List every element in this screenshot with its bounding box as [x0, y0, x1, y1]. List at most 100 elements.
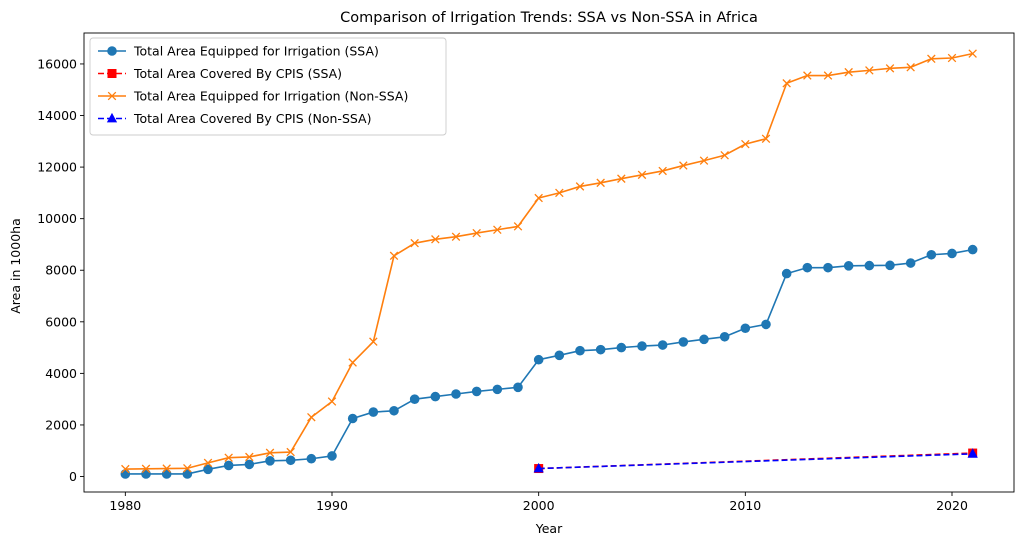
- data-point-series-1-2005: [637, 341, 647, 351]
- y-tick-label-16000: 16000: [37, 56, 77, 71]
- data-point-series-3-1992: [369, 337, 378, 346]
- data-point-series-1-2014: [823, 262, 833, 273]
- data-point-series-3-2007: [679, 161, 688, 170]
- data-point-series-1-1989: [306, 453, 317, 464]
- data-point-series-1-1998: [492, 384, 503, 395]
- data-point-series-3-2005: [637, 170, 647, 180]
- data-point-series-3-2012: [782, 79, 791, 88]
- data-point-series-3-2017: [885, 64, 895, 73]
- data-point-series-3-1991: [348, 358, 357, 367]
- data-point-series-3-2004: [617, 174, 626, 183]
- data-point-series-3-1999: [513, 222, 523, 231]
- y-tick-label-10000: 10000: [37, 211, 77, 226]
- data-point-series-3-1986: [245, 452, 254, 462]
- data-point-series-3-2008: [699, 156, 709, 165]
- data-point-series-1-1999: [513, 382, 523, 393]
- x-tick-label-1990: 1990: [316, 498, 348, 513]
- data-point-series-1-2015: [843, 261, 854, 271]
- data-point-series-1-2002: [575, 345, 585, 356]
- y-tick-label-6000: 6000: [45, 314, 77, 329]
- data-point-series-1-1994: [409, 394, 420, 404]
- data-point-series-1-2019: [926, 249, 937, 260]
- data-point-series-3-2001: [555, 188, 564, 198]
- data-point-series-1-1980: [120, 469, 131, 479]
- data-point-series-3-1987: [265, 448, 275, 458]
- data-point-series-3-2020: [947, 53, 957, 63]
- data-point-series-1-2012: [781, 268, 792, 279]
- data-point-series-3-2019: [927, 54, 936, 64]
- legend-label-3: Total Area Equipped for Irrigation (Non-…: [133, 89, 408, 104]
- legend-label-4: Total Area Covered By CPIS (Non-SSA): [133, 111, 371, 126]
- legend-marker-1: [107, 46, 117, 56]
- y-tick-label-12000: 12000: [37, 160, 77, 175]
- data-point-series-1-2011: [761, 319, 771, 330]
- data-point-series-1-1995: [430, 391, 441, 402]
- data-point-series-3-1980: [121, 464, 130, 474]
- data-point-series-1-2018: [905, 258, 916, 268]
- data-point-series-3-2014: [823, 71, 833, 80]
- data-point-series-3-2003: [596, 178, 605, 188]
- x-tick-label-2010: 2010: [729, 498, 761, 513]
- y-tick-label-8000: 8000: [45, 263, 77, 278]
- data-point-series-1-2003: [595, 344, 606, 355]
- data-point-series-1-2001: [554, 350, 565, 361]
- data-point-series-1-1996: [451, 389, 461, 399]
- data-point-series-3-1981: [141, 464, 151, 474]
- data-point-series-1-2006: [657, 340, 668, 350]
- data-point-series-1-1987: [265, 455, 275, 466]
- legend-label-1: Total Area Equipped for Irrigation (SSA): [133, 44, 379, 59]
- data-point-series-3-2011: [761, 134, 771, 143]
- series-line-4: [538, 453, 973, 470]
- data-point-series-3-1993: [389, 251, 399, 261]
- data-point-series-3-2000: [534, 193, 543, 203]
- data-point-series-3-1998: [493, 225, 502, 235]
- data-point-series-4-2000: [533, 462, 544, 473]
- data-point-series-1-2017: [885, 260, 895, 271]
- data-point-series-3-1988: [286, 447, 295, 457]
- data-point-series-1-1990: [327, 451, 337, 461]
- data-point-series-3-2021: [968, 49, 977, 58]
- data-point-series-1-1984: [203, 464, 213, 475]
- y-axis-label: Area in 1000ha: [8, 218, 23, 314]
- x-tick-label-1980: 1980: [109, 498, 141, 513]
- data-point-series-1-2013: [802, 262, 813, 273]
- data-point-series-1-2004: [616, 342, 627, 353]
- chart-title: Comparison of Irrigation Trends: SSA vs …: [340, 10, 758, 26]
- legend-marker-3: [107, 91, 117, 101]
- data-point-series-3-1990: [327, 397, 337, 406]
- data-point-series-1-2010: [740, 323, 751, 334]
- data-point-series-1-2000: [533, 354, 544, 365]
- series-line-3: [125, 52, 973, 470]
- data-point-series-1-1997: [471, 386, 482, 397]
- legend-label-2: Total Area Covered By CPIS (SSA): [133, 66, 342, 81]
- data-point-series-1-1988: [285, 455, 296, 466]
- data-point-series-3-1985: [224, 453, 233, 462]
- y-tick-label-14000: 14000: [37, 108, 77, 123]
- data-point-series-3-2015: [844, 67, 853, 77]
- data-point-series-3-2009: [720, 150, 729, 160]
- data-point-series-3-2006: [658, 166, 667, 176]
- y-tick-label-4000: 4000: [45, 366, 77, 381]
- plot-area: 1980 1990 2000 2010 2020 0 2000 4000 6000 8000 100…: [37, 32, 1015, 513]
- data-point-series-4-2021: [967, 448, 978, 458]
- y-tick-label-2000: 2000: [45, 417, 77, 432]
- series-line-1: [125, 248, 973, 475]
- data-point-series-1-2020: [947, 248, 957, 259]
- data-point-series-1-2007: [678, 337, 689, 347]
- y-tick-label-0: 0: [69, 469, 77, 484]
- data-point-series-3-1996: [451, 232, 461, 241]
- legend-marker-2: [107, 69, 117, 78]
- data-point-series-1-1991: [347, 413, 358, 424]
- data-point-series-1-1982: [161, 469, 172, 479]
- data-point-series-3-1983: [183, 464, 192, 473]
- x-tick-label-2020: 2020: [936, 498, 968, 513]
- data-point-series-3-1984: [203, 458, 213, 468]
- data-point-series-3-2010: [741, 139, 750, 149]
- data-point-series-1-1992: [368, 407, 379, 417]
- data-point-series-1-1985: [223, 460, 234, 471]
- data-point-series-3-1995: [431, 235, 440, 244]
- data-point-series-1-2008: [699, 334, 709, 345]
- x-tick-label-2000: 2000: [523, 498, 555, 513]
